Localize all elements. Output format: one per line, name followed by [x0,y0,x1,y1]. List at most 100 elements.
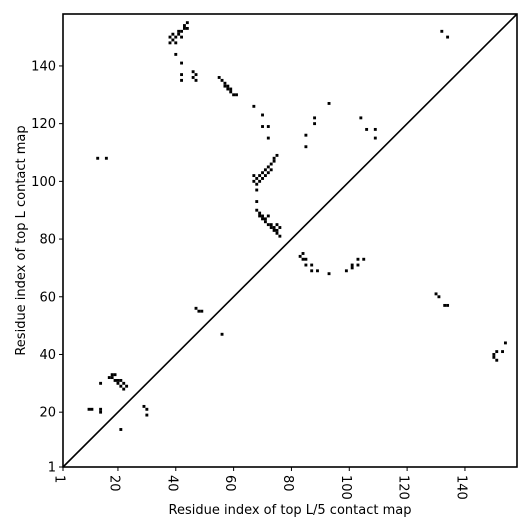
contact-point [255,208,259,212]
contact-point [298,254,302,258]
contact-point [194,306,198,310]
contact-point [313,116,317,120]
contact-point [229,87,233,91]
contact-point [104,156,108,160]
contact-point [197,309,201,313]
contact-point [145,413,149,417]
contact-point [258,179,262,183]
contact-point [258,174,262,178]
plot-frame [62,13,518,468]
x-axis-ticks: 1 20 40 60 80 100 120 140 [52,467,468,500]
contact-point [278,226,282,229]
contact-point [235,93,238,97]
x-tick-label: 120 [396,475,411,500]
contact-point [223,84,227,88]
contact-point [269,223,273,227]
contact-point [275,231,279,235]
x-tick-label: 140 [453,475,468,500]
contact-point [110,376,114,379]
contact-point [263,217,267,221]
contact-point [174,52,178,56]
contact-point [174,41,178,45]
contact-point [177,32,181,36]
contact-point [180,61,183,65]
contact-point [122,381,126,385]
contact-point [373,127,377,131]
contact-point [119,384,123,388]
y-tick-label: 80 [39,233,56,248]
contact-point [495,358,499,362]
contact-point [168,35,172,39]
x-tick-label: 20 [106,475,121,492]
contact-point [362,257,366,261]
contact-point [275,153,279,157]
contact-point [304,133,308,137]
contact-point [171,38,175,42]
contact-point [272,226,276,229]
y-tick-label: 40 [39,348,56,363]
contact-point [266,171,270,175]
contact-point [122,387,126,391]
contact-point [266,125,270,128]
x-axis-label: Residue index of top L/5 contact map [169,503,412,518]
contact-point [373,136,377,140]
y-tick-label: 60 [39,290,56,305]
contact-point [99,410,103,414]
y-tick-label: 140 [31,59,56,74]
contact-point [90,407,94,411]
contact-point [185,26,189,30]
x-tick-label: 80 [280,475,295,492]
contact-point [261,214,264,218]
contact-point [503,341,507,345]
contact-point [194,78,198,82]
contact-point [194,73,198,77]
contact-point [223,81,227,85]
contact-point [275,228,279,232]
contact-point [232,93,236,97]
contact-point [266,136,270,140]
contact-point [350,266,354,270]
contact-point [125,384,129,388]
contact-point [437,295,441,299]
contact-point [116,381,120,385]
y-axis-label: Residue index of top L contact map [14,125,29,355]
contact-point [440,29,444,33]
contact-point [113,378,117,382]
x-tick-label: 60 [222,475,237,492]
contact-point [258,214,262,218]
contact-point [255,182,259,186]
contact-point [269,162,273,166]
contact-point [226,84,230,88]
contact-point [191,76,195,79]
contact-point [310,269,314,273]
contact-point [119,378,123,382]
contact-point [180,35,183,39]
contact-point [220,332,224,336]
contact-point [495,350,499,354]
points-layer [87,21,507,431]
contact-point [272,228,276,232]
contact-point [142,404,146,408]
contact-point [255,188,259,192]
contact-point [87,407,91,411]
contact-point [266,214,270,218]
contact-point [255,177,259,180]
contact-point [269,226,273,229]
contact-point [356,257,360,261]
contact-point [261,177,264,180]
contact-point [261,113,264,117]
contact-point [261,171,264,175]
contact-point [252,174,256,178]
contact-point [327,102,331,105]
contact-point [359,116,363,120]
contact-point [180,78,183,82]
contact-point [272,156,276,160]
contact-point [217,76,221,79]
contact-point [316,269,319,273]
contact-point [492,353,496,356]
contact-point [266,165,270,169]
contact-point [344,269,348,273]
contact-point [272,159,276,163]
